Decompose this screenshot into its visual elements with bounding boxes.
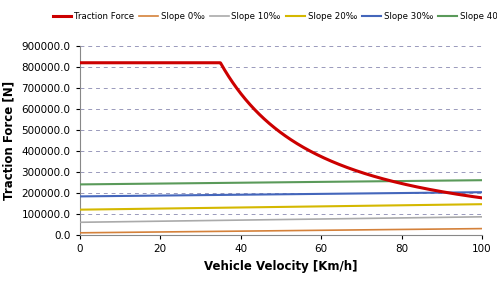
Y-axis label: Traction Force [N]: Traction Force [N] xyxy=(3,81,16,200)
Traction Force xyxy=(118,61,124,65)
Traction Force xyxy=(254,110,260,114)
Legend: Traction Force, Slope 0‰, Slope 10‰, Slope 20‰, Slope 30‰, Slope 40‰: Traction Force, Slope 0‰, Slope 10‰, Slo… xyxy=(49,9,497,24)
Traction Force xyxy=(391,180,397,183)
Traction Force xyxy=(353,169,359,172)
Traction Force xyxy=(240,94,246,97)
X-axis label: Vehicle Velocity [Km/h]: Vehicle Velocity [Km/h] xyxy=(204,260,357,273)
Traction Force xyxy=(77,61,83,65)
Line: Traction Force: Traction Force xyxy=(80,63,482,198)
Traction Force xyxy=(479,196,485,199)
Traction Force xyxy=(398,182,404,185)
